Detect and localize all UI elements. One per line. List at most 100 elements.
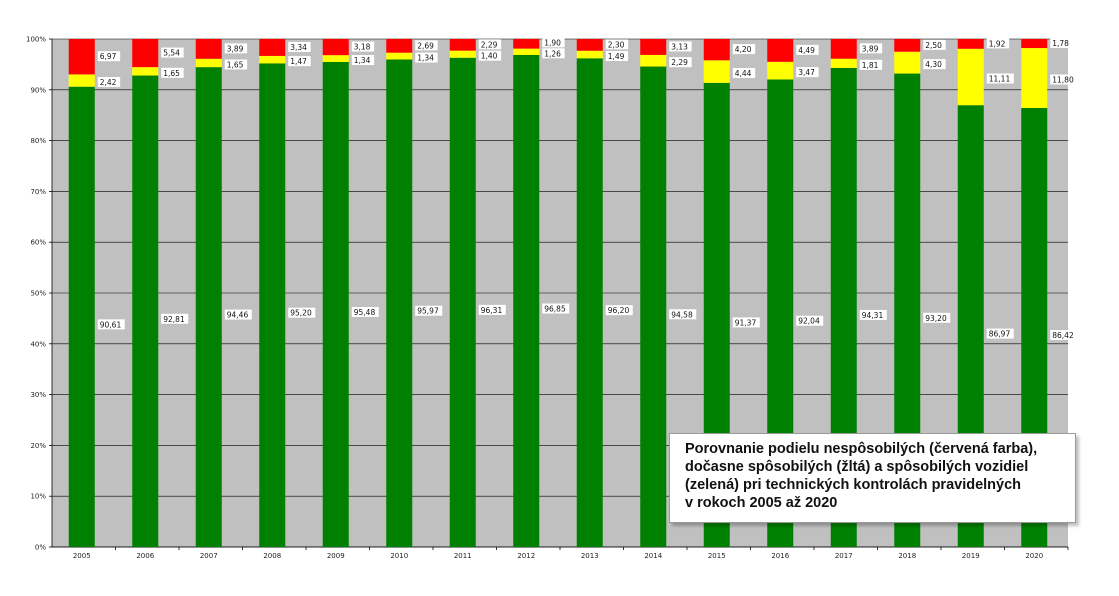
data-label-bg xyxy=(605,39,629,50)
data-label: 1,65 xyxy=(163,69,180,78)
data-label: 4,20 xyxy=(735,45,752,54)
y-tick-label: 100% xyxy=(26,36,46,44)
data-label-bg xyxy=(161,67,184,78)
data-label-bg xyxy=(415,52,438,63)
bar-segment-red xyxy=(513,38,540,49)
data-label: 3,89 xyxy=(862,44,879,53)
bar-segment-yellow xyxy=(1021,48,1048,108)
bar-segment-red xyxy=(894,39,921,52)
data-label: 93,20 xyxy=(925,314,947,323)
data-label: 95,97 xyxy=(417,307,439,316)
y-tick-label: 30% xyxy=(30,391,46,399)
data-label-bg xyxy=(415,40,438,51)
data-label-bg xyxy=(224,43,248,54)
data-label: 92,81 xyxy=(163,315,185,324)
data-label: 1,40 xyxy=(481,52,498,61)
bar-segment-yellow xyxy=(830,58,857,68)
data-label: 86,97 xyxy=(989,330,1011,339)
data-label: 4,49 xyxy=(798,46,815,55)
data-label-bg xyxy=(732,68,756,79)
data-label-bg xyxy=(986,73,1014,84)
data-label: 1,81 xyxy=(862,61,879,70)
data-label-bg xyxy=(669,41,692,52)
bar-segment-yellow xyxy=(640,54,667,67)
data-label: 2,29 xyxy=(481,40,498,49)
data-label: 4,44 xyxy=(735,69,752,78)
data-label-bg xyxy=(1050,329,1078,340)
x-tick-label: 2017 xyxy=(835,552,853,560)
y-tick-label: 70% xyxy=(30,188,46,196)
bar-segment-red xyxy=(132,39,159,68)
bar-segment-red xyxy=(576,39,603,51)
chart-caption-box: Porovnanie podielu nespôsobilých (červen… xyxy=(669,433,1076,523)
bar-segment-red xyxy=(767,39,794,62)
bar-segment-green xyxy=(195,67,222,548)
y-tick-label: 80% xyxy=(30,137,46,145)
data-label-bg xyxy=(161,47,184,58)
bar-segment-yellow xyxy=(894,51,921,74)
x-tick-label: 2019 xyxy=(962,552,980,560)
data-label: 5,54 xyxy=(163,49,180,58)
data-label: 1,90 xyxy=(544,38,561,47)
data-label-bg xyxy=(923,59,946,70)
x-tick-label: 2013 xyxy=(581,552,599,560)
data-label-bg xyxy=(224,309,252,320)
data-label-bg xyxy=(923,39,946,50)
bar-segment-red xyxy=(259,38,286,56)
bar-segment-green xyxy=(640,66,667,547)
data-label: 1,34 xyxy=(354,56,371,65)
bar-segment-yellow xyxy=(322,55,349,62)
data-label: 2,42 xyxy=(100,78,117,87)
data-label: 92,04 xyxy=(798,317,820,326)
bar-segment-green xyxy=(68,86,95,547)
data-label: 86,42 xyxy=(1052,331,1074,340)
data-label: 1,65 xyxy=(227,60,244,69)
data-label: 3,13 xyxy=(671,42,688,51)
x-tick-label: 2005 xyxy=(73,552,91,560)
data-label-bg xyxy=(478,304,506,315)
data-label: 96,31 xyxy=(481,306,503,315)
data-label-bg xyxy=(542,37,565,48)
y-tick-label: 0% xyxy=(35,544,46,552)
data-label-bg xyxy=(669,309,697,320)
data-label: 95,20 xyxy=(290,309,312,318)
y-tick-label: 40% xyxy=(30,340,46,348)
data-label: 2,50 xyxy=(925,41,942,50)
data-label-bg xyxy=(796,67,819,78)
data-label-bg xyxy=(288,307,316,318)
data-label: 1,49 xyxy=(608,52,625,61)
data-label-bg xyxy=(605,305,633,316)
data-label: 1,26 xyxy=(544,49,561,58)
data-label-bg xyxy=(97,51,121,62)
data-label: 3,47 xyxy=(798,68,815,77)
data-label-bg xyxy=(97,319,125,330)
data-label-bg xyxy=(923,312,951,323)
data-label: 3,34 xyxy=(290,43,307,52)
y-tick-label: 90% xyxy=(30,86,46,94)
x-tick-label: 2012 xyxy=(517,552,535,560)
bar-segment-yellow xyxy=(68,74,95,87)
bar-segment-yellow xyxy=(767,61,794,80)
data-label: 90,61 xyxy=(100,320,122,329)
data-label: 94,46 xyxy=(227,311,249,320)
data-label: 1,47 xyxy=(290,57,307,66)
bar-segment-green xyxy=(513,55,540,547)
data-label-bg xyxy=(859,309,887,320)
data-label: 1,78 xyxy=(1052,39,1069,48)
x-tick-label: 2018 xyxy=(898,552,916,560)
bar-segment-red xyxy=(322,39,349,56)
data-label: 6,97 xyxy=(100,52,117,61)
data-label-bg xyxy=(478,39,502,50)
bar-segment-red xyxy=(386,39,413,53)
data-label: 2,30 xyxy=(608,40,625,49)
data-label-bg xyxy=(97,77,121,88)
x-tick-label: 2015 xyxy=(708,552,726,560)
data-label: 91,37 xyxy=(735,318,757,327)
x-tick-label: 2011 xyxy=(454,552,472,560)
data-label-bg xyxy=(859,43,883,54)
data-label: 96,85 xyxy=(544,305,566,314)
data-label-bg xyxy=(542,303,570,314)
data-label: 3,89 xyxy=(227,44,244,53)
data-label: 3,18 xyxy=(354,43,371,52)
bar-segment-yellow xyxy=(195,58,222,68)
